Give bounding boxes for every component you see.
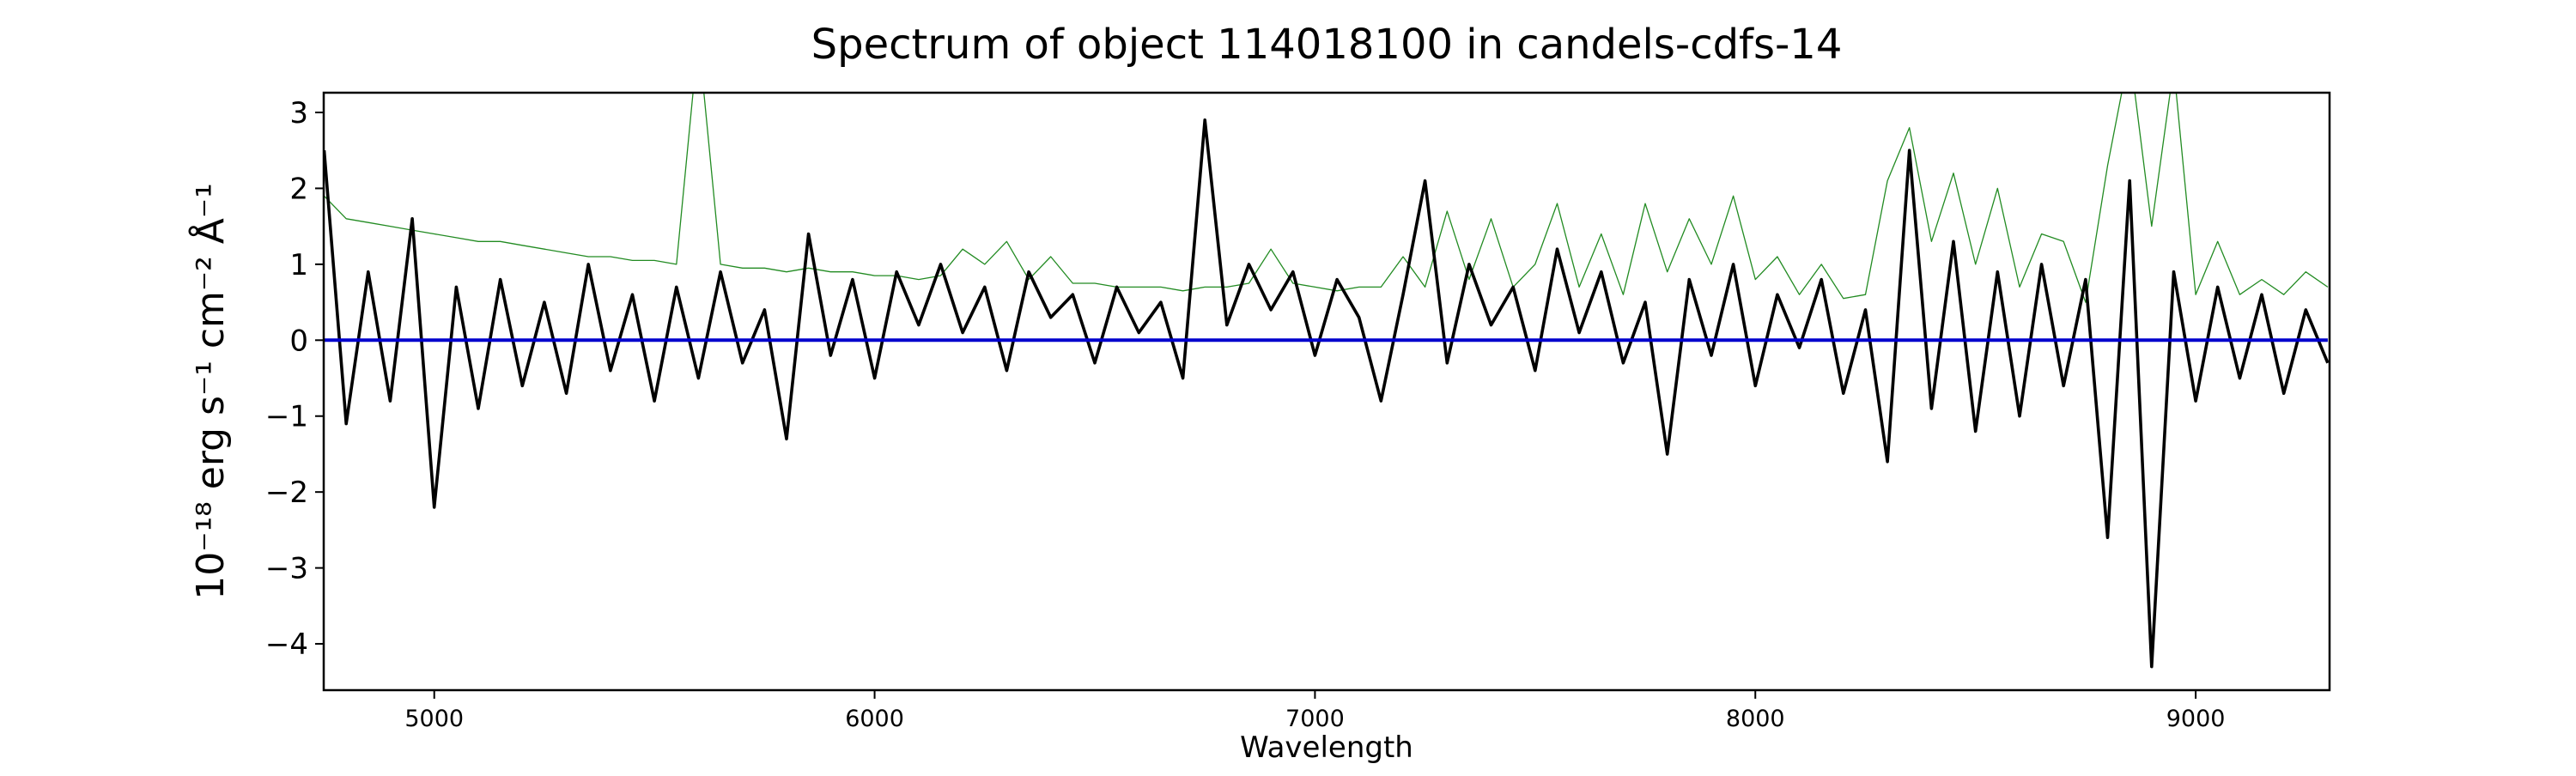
x-tick-label: 7000 <box>1285 706 1345 732</box>
y-tick-label: 2 <box>289 172 308 206</box>
x-tick-label: 8000 <box>1726 706 1785 732</box>
series-line <box>324 118 2330 669</box>
y-tick-label: 0 <box>289 324 308 358</box>
y-tick-label: −2 <box>265 476 308 510</box>
series-line <box>324 93 2329 303</box>
y-tick-label: 3 <box>289 96 308 130</box>
x-tick-label: 5000 <box>404 706 464 732</box>
axes-frame <box>322 91 2331 692</box>
x-tick-label: 6000 <box>845 706 904 732</box>
plot-area <box>324 93 2330 669</box>
y-axis-label: 10⁻¹⁸ erg s⁻¹ cm⁻² Å⁻¹ <box>187 183 233 599</box>
y-tick-label: −4 <box>265 627 308 662</box>
x-tick-label: 9000 <box>2166 706 2226 732</box>
y-tick-label: −3 <box>265 552 308 586</box>
x-axis-label: Wavelength <box>1240 731 1413 765</box>
chart-title: Spectrum of object 114018100 in candels-… <box>811 21 1843 69</box>
y-tick-label: −1 <box>265 400 308 434</box>
y-tick-label: 1 <box>289 248 308 282</box>
